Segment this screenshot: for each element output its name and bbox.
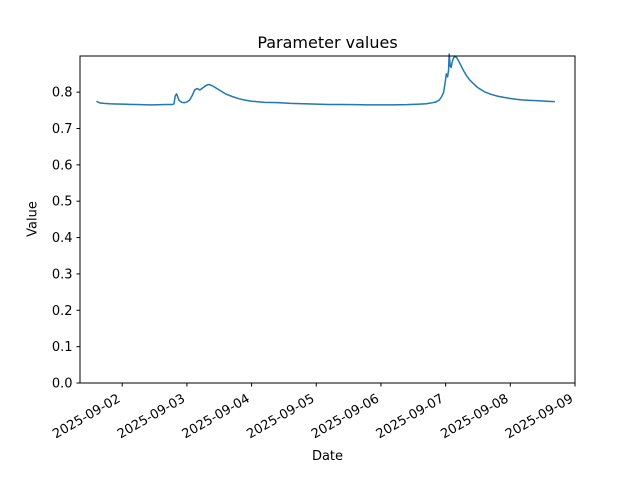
x-tick-label: 2025-09-07 [374,391,447,442]
x-tick-label: 2025-09-08 [438,391,511,442]
x-tick-label: 2025-09-05 [244,391,317,442]
y-tick-label: 0.0 [52,377,73,392]
y-tick-label: 0.1 [52,340,73,355]
x-tick-label: 2025-09-04 [180,391,253,442]
x-tick-label: 2025-09-02 [50,391,123,442]
data-line-parameter-value [96,53,556,106]
y-tick-label: 0.7 [52,122,73,137]
x-tick-label: 2025-09-09 [503,391,576,442]
y-tick-label: 0.6 [52,158,73,173]
y-tick-label: 0.8 [52,86,73,101]
y-tick-label: 0.4 [52,231,73,246]
x-axis-label: Date [311,449,344,464]
y-axis-label: Value [25,201,41,237]
x-tick-label: 2025-09-03 [115,391,188,442]
y-tick-label: 0.3 [52,267,73,282]
y-tick-label: 0.2 [52,304,73,319]
chart-title: Parameter values [257,33,398,52]
x-tick-label: 2025-09-06 [309,391,382,442]
y-tick-label: 0.5 [52,195,73,210]
plot-border [79,55,576,384]
